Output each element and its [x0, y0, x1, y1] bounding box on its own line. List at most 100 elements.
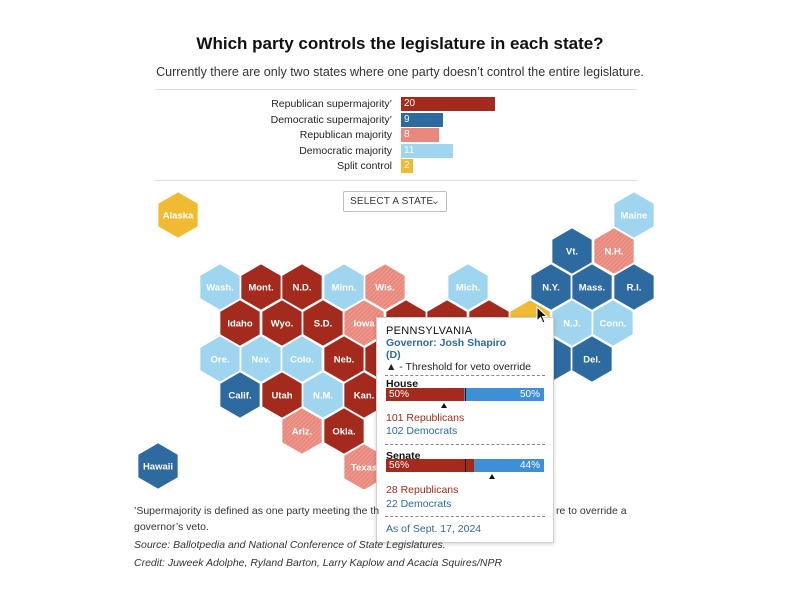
state-hex-nh[interactable]: N.H. — [592, 226, 636, 276]
state-label: Idaho — [227, 319, 253, 330]
state-label: S.D. — [314, 319, 332, 330]
legend-label: Split control — [337, 160, 392, 172]
legend-bar: 11 — [401, 143, 453, 158]
house-republicans: 101 Republicans — [386, 412, 465, 424]
state-hex-hatch — [281, 407, 323, 455]
state-label: Maine — [621, 211, 648, 222]
state-hex-shape — [218, 370, 262, 420]
state-label: Wyo. — [271, 319, 294, 330]
state-hex-shape — [612, 262, 656, 312]
state-label: Texas — [351, 463, 377, 474]
supermajority-footnote-line2: governor’s veto. — [134, 521, 209, 533]
senate-rep-pct: 56% — [389, 460, 410, 471]
state-label: Ariz. — [292, 427, 313, 438]
house-bar: 50% 50% — [386, 388, 544, 408]
house-democrats: 102 Democrats — [386, 425, 458, 437]
house-rep-segment: 50% — [386, 388, 464, 401]
state-hex-hatch — [343, 443, 385, 491]
state-hex-wis[interactable]: Wis. — [363, 262, 407, 312]
divider — [385, 444, 545, 445]
legend-label: Republican majority — [299, 129, 392, 141]
state-label: Calif. — [228, 391, 251, 402]
state-label: Minn. — [332, 283, 357, 294]
legend-row-split: Split control 2 — [0, 159, 800, 174]
chevron-down-icon: ⌄ — [430, 195, 440, 207]
senate-bar: 56% 44% — [386, 459, 544, 479]
state-label: N.H. — [605, 247, 624, 258]
tooltip-governor: Governor: Josh Shapiro — [386, 337, 507, 349]
state-label: Utah — [271, 391, 292, 402]
legend-value: 20 — [404, 98, 416, 109]
legend-value: 8 — [404, 129, 410, 140]
legend-value: 2 — [404, 160, 410, 171]
state-label: Mass. — [579, 283, 605, 294]
state-label: Mich. — [456, 283, 480, 294]
legend-row-dsuper: Democratic supermajority’ 9 — [0, 112, 800, 128]
state-label: Vt. — [566, 247, 578, 258]
supermajority-footnote: ’Supermajority is defined as one party m… — [134, 505, 379, 517]
legend-label: Democratic supermajority’ — [270, 113, 392, 126]
state-hex-conn[interactable]: Conn. — [591, 298, 635, 348]
chart-subtitle: Currently there are only two states wher… — [156, 65, 644, 79]
state-hex-hawaii[interactable]: Hawaii — [136, 441, 180, 491]
source-note: Source: Ballotpedia and National Confere… — [134, 539, 446, 551]
senate-veto-threshold-marker — [489, 474, 495, 479]
senate-rep-segment: 56% — [386, 459, 474, 472]
house-dem-pct: 50% — [519, 389, 540, 400]
state-label: N.Y. — [542, 283, 559, 294]
state-label: Neb. — [334, 355, 355, 366]
house-dem-segment: 50% — [464, 388, 544, 401]
state-label: Okla. — [332, 427, 355, 438]
state-label: Conn. — [600, 319, 627, 330]
state-label: Iowa — [353, 319, 375, 330]
state-label: Nev. — [251, 355, 270, 366]
legend-bar: 2 — [401, 159, 413, 173]
supermajority-footnote-tail: re to override a — [556, 505, 627, 517]
senate-dem-pct: 44% — [519, 460, 540, 471]
divider — [385, 375, 545, 376]
legend-row-dmaj: Democratic majority 11 — [0, 143, 800, 159]
senate-democrats: 22 Democrats — [386, 498, 452, 510]
state-hex-hatch — [343, 299, 385, 347]
legend-row-rmaj: Republican majority 8 — [0, 128, 800, 143]
state-label: Wis. — [375, 283, 394, 294]
state-label: Kan. — [354, 391, 375, 402]
senate-republicans: 28 Republicans — [386, 484, 459, 496]
state-hex-iowa[interactable]: Iowa — [342, 298, 386, 348]
tooltip-governor-party: (D) — [386, 349, 401, 361]
state-label: Del. — [583, 355, 600, 366]
state-hex-ri[interactable]: R.I. — [612, 262, 656, 312]
state-label: R.I. — [627, 283, 642, 294]
state-select[interactable]: SELECT A STATE ⌄ — [343, 191, 447, 212]
house-majority-line — [465, 388, 466, 401]
house-label: House — [386, 378, 419, 390]
legend-bar: 8 — [401, 128, 439, 142]
supermajority-footnote-text: ’Supermajority is defined as one party m… — [134, 505, 380, 517]
state-hex-shape — [156, 190, 200, 240]
divider — [155, 180, 637, 181]
state-hex-texas[interactable]: Texas — [342, 442, 386, 492]
legend-value: 11 — [404, 144, 415, 156]
state-tooltip: PENNSYLVANIA Governor: Josh Shapiro (D) … — [376, 317, 554, 543]
senate-majority-line — [465, 459, 466, 472]
state-hex-alaska[interactable]: Alaska — [156, 190, 200, 240]
as-of-date: As of Sept. 17, 2024 — [386, 523, 482, 535]
state-hex-hatch — [364, 263, 406, 311]
state-hex-ariz[interactable]: Ariz. — [280, 406, 324, 456]
state-hex-shape — [446, 262, 490, 312]
divider — [385, 516, 545, 517]
state-hex-shape — [136, 441, 180, 491]
state-label: Wash. — [206, 283, 234, 294]
state-hex-mich[interactable]: Mich. — [446, 262, 490, 312]
house-rep-pct: 50% — [389, 389, 410, 400]
state-hex-shape — [591, 298, 635, 348]
legend-label: Republican supermajority’ — [271, 98, 392, 110]
state-hex-calif[interactable]: Calif. — [218, 370, 262, 420]
state-hex-hatch — [593, 227, 635, 275]
state-label: Ore. — [210, 355, 229, 366]
credit-note: Credit: Juweek Adolphe, Ryland Barton, L… — [134, 557, 503, 569]
legend-row-rsuper: Republican supermajority’ 20 — [0, 97, 800, 112]
tooltip-state-name: PENNSYLVANIA — [386, 325, 473, 337]
state-label: Alaska — [163, 211, 194, 222]
house-veto-threshold-marker — [441, 403, 447, 408]
